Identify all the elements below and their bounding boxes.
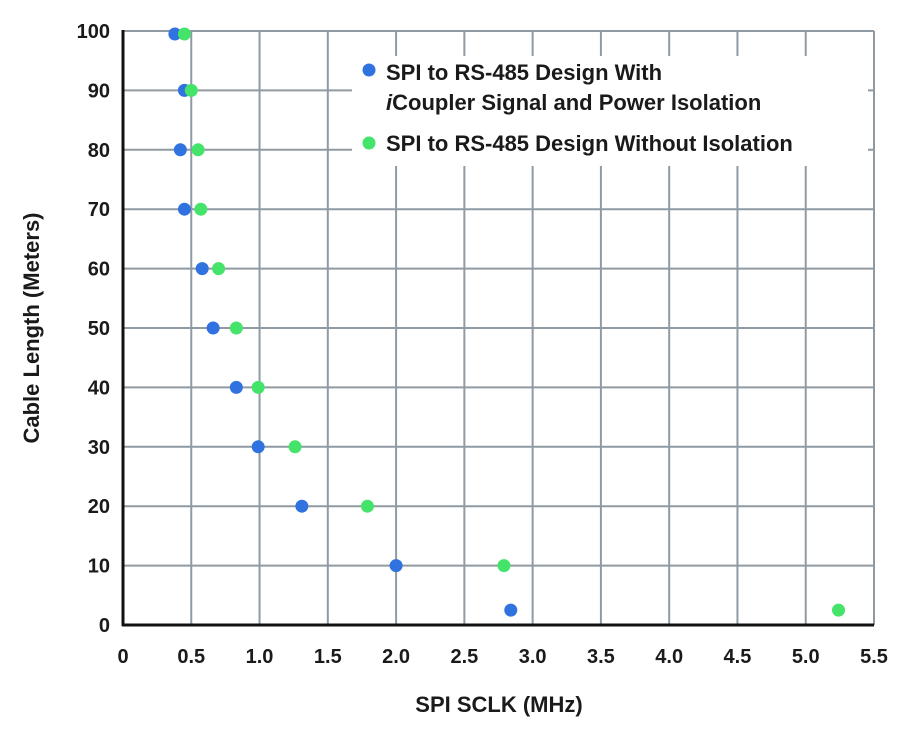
data-point bbox=[288, 440, 302, 454]
data-point bbox=[212, 262, 226, 276]
legend-label-italic-i: i bbox=[386, 90, 393, 115]
legend-marker-isolated bbox=[362, 63, 376, 77]
y-tick-label: 80 bbox=[88, 140, 110, 162]
x-axis-title: SPI SCLK (MHz) bbox=[415, 692, 582, 717]
data-point bbox=[251, 380, 265, 394]
y-tick-label: 40 bbox=[88, 377, 110, 399]
axes bbox=[121, 30, 874, 627]
data-point bbox=[295, 499, 309, 513]
x-tick-label: 1.0 bbox=[246, 646, 274, 668]
data-point bbox=[229, 321, 243, 335]
x-tick-label: 5.5 bbox=[860, 646, 888, 668]
y-tick-label: 90 bbox=[88, 80, 110, 102]
y-tick-label: 20 bbox=[88, 496, 110, 518]
data-point bbox=[191, 143, 205, 157]
legend-label-isolated-line1: SPI to RS-485 Design With bbox=[386, 60, 662, 85]
series-non-isolated bbox=[177, 27, 845, 617]
data-point bbox=[168, 27, 182, 41]
y-tick-label: 60 bbox=[88, 259, 110, 281]
x-tick-label: 1.5 bbox=[314, 646, 342, 668]
data-point bbox=[184, 83, 198, 97]
data-point bbox=[497, 559, 511, 573]
x-tick-label: 2.5 bbox=[450, 646, 478, 668]
data-point bbox=[177, 202, 191, 216]
data-point bbox=[360, 499, 374, 513]
x-tick-label: 4.5 bbox=[724, 646, 752, 668]
x-tick-label: 0 bbox=[117, 646, 128, 668]
y-tick-label: 0 bbox=[99, 615, 110, 637]
data-point bbox=[389, 559, 403, 573]
legend: SPI to RS-485 Design With iCoupler Signa… bbox=[352, 56, 868, 166]
legend-label-isolated-rest: Coupler Signal and Power Isolation bbox=[392, 90, 761, 115]
x-tick-label: 3.0 bbox=[519, 646, 547, 668]
data-point bbox=[177, 27, 191, 41]
x-tick-label: 3.5 bbox=[587, 646, 615, 668]
y-tick-label: 10 bbox=[88, 556, 110, 578]
data-point bbox=[206, 321, 220, 335]
y-axis-title: Cable Length (Meters) bbox=[19, 212, 44, 443]
data-point bbox=[173, 143, 187, 157]
legend-label-non-isolated: SPI to RS-485 Design Without Isolation bbox=[386, 131, 793, 156]
x-tick-label: 0.5 bbox=[177, 646, 205, 668]
data-point bbox=[195, 262, 209, 276]
legend-label-isolated-line2: iCoupler Signal and Power Isolation bbox=[386, 90, 761, 115]
legend-background bbox=[352, 56, 868, 166]
data-point bbox=[251, 440, 265, 454]
legend-marker-non-isolated bbox=[362, 136, 376, 150]
y-tick-label: 50 bbox=[88, 318, 110, 340]
data-point bbox=[831, 603, 845, 617]
x-tick-label: 4.0 bbox=[655, 646, 683, 668]
y-tick-label: 100 bbox=[77, 21, 110, 43]
y-tick-label: 30 bbox=[88, 437, 110, 459]
x-tick-label: 2.0 bbox=[382, 646, 410, 668]
data-points bbox=[168, 27, 845, 617]
data-point bbox=[229, 380, 243, 394]
y-tick-labels: 0 10 20 30 40 50 60 70 80 90 100 bbox=[77, 21, 110, 637]
x-tick-labels: 0 0.5 1.0 1.5 2.0 2.5 3.0 3.5 4.0 4.5 5.0 5.5 bbox=[117, 646, 887, 668]
data-point bbox=[194, 202, 208, 216]
x-tick-label: 5.0 bbox=[792, 646, 820, 668]
y-tick-label: 70 bbox=[88, 199, 110, 221]
data-point bbox=[504, 603, 518, 617]
